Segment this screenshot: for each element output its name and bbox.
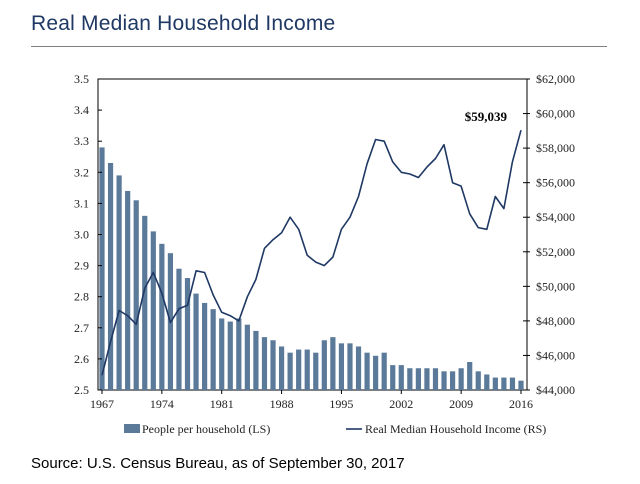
left-tick-label: 3.1 (74, 196, 89, 210)
bar-1994 (330, 337, 336, 390)
bar-2007 (441, 371, 447, 390)
bar-2002 (398, 365, 404, 390)
x-tick-label: 1995 (329, 397, 353, 411)
legend: People per household (LS) Real Median Ho… (124, 422, 546, 436)
x-tick-label: 2002 (389, 397, 413, 411)
bar-2001 (390, 365, 396, 390)
bar-2011 (475, 371, 481, 390)
left-tick-label: 3.3 (74, 134, 89, 148)
bar-2000 (381, 352, 387, 390)
left-tick-label: 2.8 (74, 290, 89, 304)
bar-1984 (244, 324, 250, 390)
left-tick-label: 2.9 (74, 259, 89, 273)
bar-1993 (321, 340, 327, 390)
bar-2010 (467, 362, 473, 390)
bar-1974 (159, 243, 165, 390)
right-tick-label: $52,000 (536, 245, 575, 259)
value-callout: $59,039 (465, 109, 508, 124)
legend-bar-swatch (124, 424, 140, 433)
x-tick-label: 1967 (90, 397, 114, 411)
income-chart: 2.5 2.6 2.7 2.8 2.9 3.0 3.1 3.2 3.3 3.4 3.5 $44,00… (74, 72, 575, 436)
bar-2015 (509, 377, 516, 390)
chart-title: Real Median Household Income (31, 12, 336, 35)
bar-1980 (210, 309, 216, 390)
bar-1987 (270, 340, 276, 390)
right-tick-label: $60,000 (536, 107, 575, 121)
bar-1988 (278, 346, 285, 390)
left-tick-label: 2.6 (74, 352, 89, 366)
bar-1989 (287, 352, 293, 390)
bar-1986 (261, 337, 268, 390)
legend-line-label: Real Median Household Income (RS) (365, 422, 546, 436)
bar-2005 (424, 368, 430, 390)
x-tick-label: 1974 (150, 397, 174, 411)
x-tick-label: 2016 (509, 397, 533, 411)
title-divider (31, 46, 607, 47)
income-line (101, 129, 522, 376)
left-tick-label: 2.5 (74, 383, 89, 397)
bar-1998 (364, 352, 370, 390)
right-tick-label: $54,000 (536, 210, 575, 224)
bar-1985 (253, 330, 259, 390)
bar-series (99, 147, 524, 390)
left-tick-label: 2.7 (74, 321, 89, 335)
bar-1990 (296, 349, 302, 390)
x-tick-label: 2009 (449, 397, 473, 411)
bar-1991 (304, 349, 310, 390)
x-axis: 1967 1974 1981 1988 1995 2002 2009 2016 (90, 390, 533, 411)
right-tick-label: $48,000 (536, 314, 575, 328)
line-series (101, 129, 522, 376)
bar-1978 (193, 293, 199, 390)
bar-2006 (432, 368, 439, 390)
left-tick-label: 3.2 (74, 165, 89, 179)
left-tick-label: 3.4 (74, 103, 89, 117)
bar-2016 (518, 380, 524, 390)
bar-2013 (492, 377, 498, 390)
bar-1973 (150, 231, 156, 390)
bar-1995 (338, 343, 345, 390)
bar-2009 (458, 368, 464, 390)
bar-1982 (227, 321, 233, 390)
bar-1976 (176, 268, 182, 390)
source-note: Source: U.S. Census Bureau, as of Septem… (31, 455, 405, 472)
right-tick-label: $56,000 (536, 176, 575, 190)
right-tick-label: $62,000 (536, 72, 575, 86)
right-tick-label: $58,000 (536, 141, 575, 155)
right-tick-label: $44,000 (536, 383, 575, 397)
annotations: $59,039 (465, 109, 508, 124)
bar-1979 (202, 302, 208, 390)
bar-2004 (415, 368, 421, 390)
x-tick-label: 1981 (210, 397, 234, 411)
bar-1999 (373, 355, 379, 390)
bar-1996 (347, 343, 353, 390)
bar-1992 (313, 352, 319, 390)
right-tick-label: $50,000 (536, 279, 575, 293)
right-tick-label: $46,000 (536, 348, 575, 362)
bar-1969 (116, 175, 122, 390)
bar-1981 (219, 318, 225, 390)
legend-bar-label: People per household (LS) (142, 422, 270, 436)
right-axis: $44,000 $46,000 $48,000 $50,000 $52,000 $54,0… (523, 72, 575, 397)
bar-1977 (184, 278, 191, 390)
bar-1971 (133, 200, 139, 390)
left-axis: 2.5 2.6 2.7 2.8 2.9 3.0 3.1 3.2 3.3 3.4 3.5 (74, 72, 102, 397)
bar-1967 (99, 147, 105, 390)
x-tick-label: 1988 (270, 397, 294, 411)
bar-1970 (125, 190, 131, 390)
bar-1983 (236, 318, 242, 390)
bar-2014 (501, 377, 507, 390)
left-tick-label: 3.0 (74, 228, 89, 242)
bar-1972 (142, 215, 148, 390)
bar-2008 (449, 371, 456, 390)
bar-2012 (484, 374, 490, 390)
bar-1968 (107, 162, 114, 390)
bar-1997 (355, 346, 362, 390)
left-tick-label: 3.5 (74, 72, 89, 86)
bar-2003 (407, 368, 413, 390)
